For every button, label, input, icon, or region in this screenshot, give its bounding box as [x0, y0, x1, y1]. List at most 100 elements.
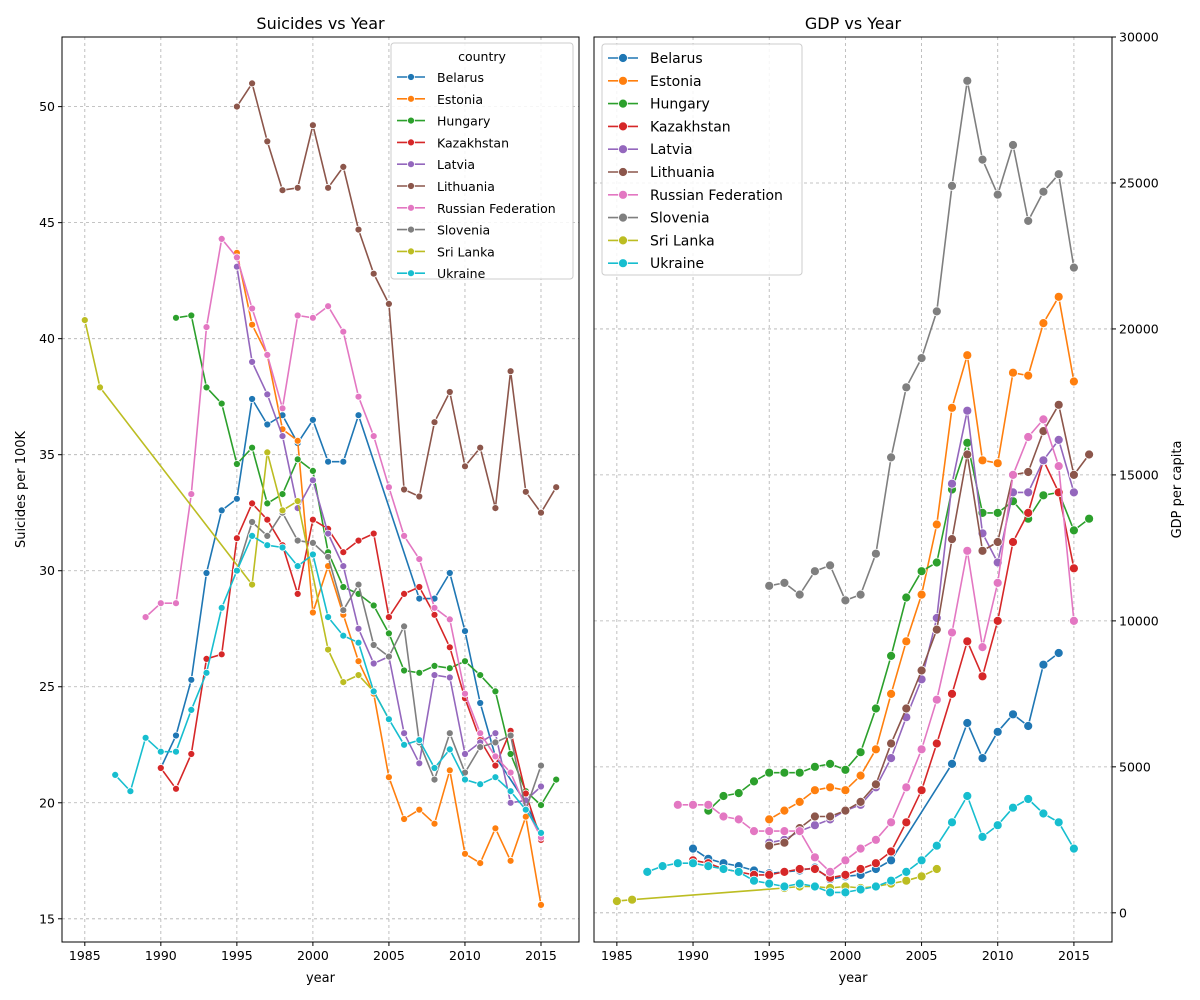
gdp-point-belarus-2003	[886, 855, 896, 866]
gdp-point-estonia-2003	[886, 689, 896, 699]
gdp-y-tick-label-25000: 25000	[1119, 175, 1159, 190]
suicides-point-estonia-1999	[293, 436, 302, 445]
gdp-point-estonia-1995	[764, 814, 775, 825]
suicides-point-lithuania-2011	[476, 443, 485, 452]
suicides-legend-item-lithuania: Lithuania	[397, 179, 495, 194]
suicides-point-sri-lanka-2003	[354, 671, 363, 679]
suicides-point-ukraine-2002	[339, 631, 348, 640]
gdp-y-ticks: 0 5000 10000 15000 20000 25000 30000	[1112, 30, 1159, 920]
suicides-point-slovenia-1997	[263, 532, 272, 540]
suicides-x-tick-label-2000: 2000	[297, 948, 329, 963]
gdp-point-slovenia-2000	[840, 595, 851, 606]
suicides-point-ukraine-2003	[354, 638, 363, 647]
suicides-chart: 1985 1990 1995 2000 2005 2010 2015 15 20 25 30 35 4…	[14, 14, 580, 986]
gdp-legend-label-hungary: Hungary	[650, 97, 710, 113]
gdp-point-ukraine-2005	[916, 855, 927, 866]
gdp-point-estonia-1998	[810, 785, 820, 796]
suicides-point-slovenia-2000	[308, 539, 317, 547]
gdp-point-lithuania-2012	[1023, 467, 1034, 477]
suicides-point-russian-federation-2001	[324, 302, 333, 311]
suicides-point-sri-lanka-1998	[278, 506, 287, 515]
gdp-point-russian-federation-1989	[672, 799, 683, 810]
gdp-point-estonia-2012	[1023, 370, 1034, 381]
gdp-point-estonia-2014	[1053, 291, 1064, 302]
suicides-y-tick-label-45: 45	[39, 215, 55, 230]
suicides-point-lithuania-2001	[324, 183, 333, 192]
gdp-point-estonia-2010	[992, 458, 1003, 469]
gdp-x-tick-label-1995: 1995	[753, 948, 785, 963]
gdp-point-estonia-2004	[901, 636, 912, 647]
suicides-point-hungary-1998	[278, 490, 287, 499]
suicides-point-estonia-2009	[445, 766, 454, 775]
gdp-legend-marker-latvia	[618, 144, 628, 155]
gdp-point-ukraine-1991	[703, 861, 714, 871]
suicides-point-sri-lanka-2001	[324, 645, 333, 654]
gdp-series-group	[612, 75, 1094, 906]
gdp-point-estonia-2005	[916, 589, 927, 600]
suicides-point-ukraine-1988	[126, 787, 135, 796]
suicides-point-ukraine-2015	[537, 829, 545, 837]
suicides-point-slovenia-2013	[506, 731, 515, 740]
gdp-point-kazakhstan-1996	[779, 867, 790, 877]
gdp-point-russian-federation-1992	[718, 811, 729, 822]
suicides-point-russian-federation-2012	[491, 752, 500, 761]
suicides-point-latvia-2012	[491, 729, 500, 738]
suicides-legend-label-lithuania: Lithuania	[437, 179, 495, 194]
suicides-point-russian-federation-2005	[384, 483, 393, 492]
suicides-point-lithuania-2003	[354, 225, 363, 234]
suicides-point-lithuania-2013	[506, 367, 515, 376]
suicides-point-lithuania-2010	[461, 462, 469, 471]
gdp-point-slovenia-2015	[1069, 262, 1079, 273]
suicides-point-lithuania-2004	[369, 269, 378, 278]
gdp-point-kazakhstan-2003	[886, 846, 896, 857]
suicides-legend-marker-belarus	[407, 73, 415, 81]
suicides-point-lithuania-2012	[491, 504, 500, 513]
gdp-point-russian-federation-1990	[688, 799, 698, 810]
gdp-point-kazakhstan-2004	[901, 817, 912, 828]
suicides-point-belarus-1991	[172, 731, 180, 740]
gdp-point-kazakhstan-2012	[1023, 508, 1034, 518]
gdp-point-hungary-1995	[764, 767, 775, 778]
suicides-legend-item-sri-lanka: Sri Lanka	[397, 244, 495, 259]
gdp-point-russian-federation-1998	[810, 852, 820, 863]
suicides-point-hungary-1992	[187, 311, 196, 320]
gdp-point-estonia-1997	[794, 797, 805, 807]
gdp-point-slovenia-1998	[810, 566, 820, 577]
suicides-series-group	[80, 79, 561, 909]
suicides-point-russian-federation-2006	[400, 532, 409, 540]
suicides-y-axis-label: Suicides per 100K	[14, 430, 29, 548]
gdp-x-axis-label: year	[838, 971, 868, 986]
gdp-point-lithuania-2000	[840, 805, 851, 816]
suicides-x-tick-label-2010: 2010	[449, 948, 481, 963]
suicides-point-kazakhstan-1992	[187, 750, 196, 758]
suicides-point-russian-federation-2009	[445, 615, 454, 624]
suicides-point-kazakhstan-2003	[354, 536, 363, 545]
gdp-point-kazakhstan-1998	[810, 864, 820, 874]
gdp-point-estonia-2001	[855, 770, 866, 781]
gdp-point-kazakhstan-2011	[1008, 537, 1018, 547]
gdp-point-kazakhstan-2006	[931, 738, 942, 749]
gdp-point-lithuania-2006	[931, 624, 942, 635]
suicides-point-latvia-2001	[324, 529, 333, 538]
suicides-point-belarus-1997	[263, 420, 272, 429]
suicides-point-ukraine-2005	[384, 715, 393, 724]
gdp-point-belarus-2010	[992, 726, 1003, 737]
suicides-point-slovenia-2008	[430, 775, 439, 784]
suicides-point-kazakhstan-1994	[217, 650, 226, 659]
gdp-point-russian-federation-2007	[947, 627, 957, 638]
suicides-y-ticks: 15 20 25 30 35 40 45 50	[39, 99, 62, 926]
suicides-series-hungary	[172, 311, 561, 809]
gdp-x-tick-label-2000: 2000	[829, 948, 861, 963]
suicides-point-lithuania-2007	[415, 492, 424, 501]
gdp-point-latvia-2012	[1023, 487, 1034, 498]
suicides-point-hungary-2011	[476, 671, 485, 679]
suicides-point-estonia-2011	[476, 859, 485, 867]
gdp-point-slovenia-1995	[764, 580, 775, 591]
gdp-point-ukraine-1994	[749, 875, 759, 886]
suicides-legend-item-latvia: Latvia	[397, 157, 475, 172]
gdp-point-ukraine-2014	[1053, 817, 1064, 828]
gdp-point-russian-federation-2009	[977, 642, 988, 652]
suicides-point-ukraine-1998	[278, 543, 287, 552]
suicides-legend-label-latvia: Latvia	[437, 157, 475, 172]
suicides-legend-marker-kazakhstan	[407, 138, 415, 147]
